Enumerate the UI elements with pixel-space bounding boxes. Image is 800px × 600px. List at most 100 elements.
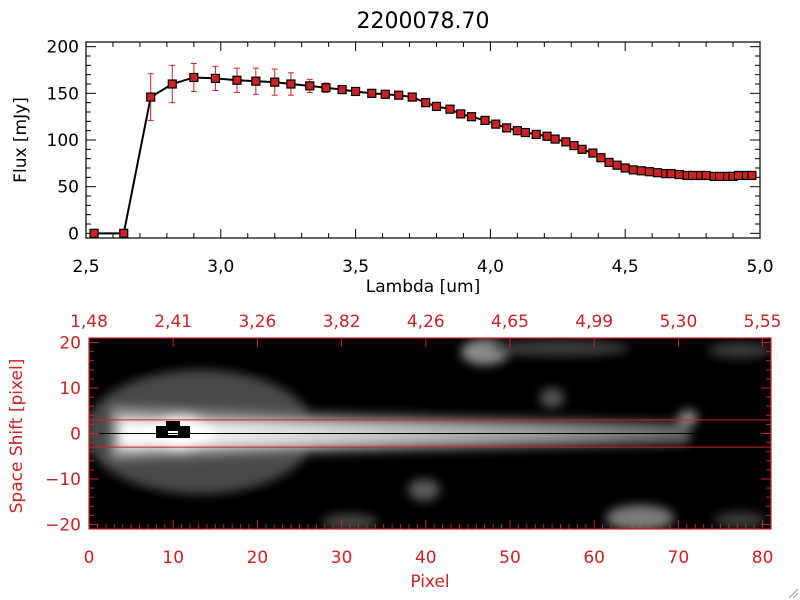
image-y-tick-label: −10 — [45, 470, 81, 490]
spectrum-x-tick-label: 2,5 — [72, 257, 99, 277]
image-x-tick-label: 70 — [668, 548, 690, 568]
spectrum-data-point — [636, 166, 646, 176]
spectrum-data-point — [421, 98, 431, 108]
spectrum-data-point — [628, 165, 638, 175]
image-top-tick-label: 5,30 — [659, 312, 697, 332]
spectrum-data-point — [620, 163, 630, 173]
spectrum-data-point — [480, 115, 490, 126]
image-top-tick-label: 5,55 — [744, 312, 782, 332]
blob-upper-right — [708, 342, 771, 358]
image-top-wavelength-ticks: 1,48 2,41 3,26 3,82 4,26 4,65 4,99 5,30 5,55 — [70, 312, 782, 347]
spectrum-data-point — [380, 89, 390, 99]
spectrum-data-point — [431, 101, 442, 112]
spectrum-data-point — [666, 169, 676, 179]
spectrum-y-axis-label: Flux [mJy] — [11, 97, 31, 183]
spectrum-data-point — [687, 170, 698, 181]
trace-end-knot — [678, 410, 698, 426]
image-x-tick-label: 50 — [499, 548, 521, 568]
spectrum-data-point — [167, 79, 177, 89]
image-top-tick-label: 1,48 — [70, 312, 108, 332]
spectrum-data-point — [701, 170, 711, 181]
blob-upper-tail — [490, 340, 630, 356]
image-panel: 0 10 20 30 40 50 60 70 80 −20 −10 0 10 20 1,48 2,41 3,… — [7, 312, 782, 592]
spectrum-data-point — [286, 79, 296, 89]
spectrum-data-point — [394, 90, 404, 100]
spectrum-x-axis-label: Lambda [um] — [366, 277, 480, 297]
spectrum-x-tick-label: 5,0 — [746, 257, 773, 277]
image-x-axis-label: Pixel — [410, 572, 449, 592]
image-x-tick-label: 20 — [247, 548, 269, 568]
spectrum-data-point — [596, 153, 606, 163]
spectrum-data-point — [588, 148, 598, 158]
image-x-tick-label: 80 — [752, 548, 774, 568]
spectrum-data-point — [189, 72, 199, 83]
spectrum-data-point — [337, 84, 347, 95]
blob-mid — [540, 388, 564, 408]
spectrum-y-ticks: 0 50 100 150 200 — [47, 38, 760, 244]
image-y-tick-label: 0 — [70, 425, 81, 445]
spectrum-data-point — [466, 112, 477, 122]
spectrum-data-point — [604, 157, 614, 167]
image-blobs — [322, 339, 771, 529]
spectrum-data-point — [612, 160, 622, 170]
spectrum-data-point — [456, 109, 466, 119]
spectrum-data-point — [674, 169, 684, 180]
image-top-tick-label: 4,26 — [407, 312, 445, 332]
image-top-tick-label: 2,41 — [154, 312, 192, 332]
spectrum-x-tick-label: 3,5 — [342, 257, 369, 277]
spectrum-data-point — [305, 81, 315, 91]
spectrum-data-point — [550, 134, 560, 144]
spectrum-data-point — [407, 92, 417, 102]
spectrum-data-point — [569, 141, 579, 151]
spectrum-data-point — [520, 127, 531, 138]
image-top-tick-label: 4,99 — [575, 312, 613, 332]
spectral-image — [89, 338, 771, 529]
image-y-tick-label: 10 — [59, 379, 81, 399]
spectrum-data-point — [119, 228, 129, 238]
spectrum-y-tick-label: 0 — [68, 224, 79, 244]
spectrum-data-point — [733, 170, 744, 181]
spectrum-data-point — [146, 92, 156, 102]
spectrum-data-point — [445, 104, 455, 114]
spectrum-series — [89, 62, 757, 238]
image-x-tick-label: 60 — [583, 548, 605, 568]
spectrum-panel: 2,5 3,0 3,5 4,0 4,5 5,0 0 50 100 150 200 Lambda [… — [11, 38, 774, 297]
resize-grip-icon[interactable] — [788, 588, 799, 599]
spectrum-data-point — [367, 88, 377, 98]
blob-bottom-right — [606, 505, 674, 529]
image-top-tick-label: 3,26 — [238, 312, 276, 332]
spectrum-data-point — [270, 77, 280, 87]
spectrum-x-ticks: 2,5 3,0 3,5 4,0 4,5 5,0 — [72, 42, 774, 277]
spectrum-y-tick-label: 100 — [47, 131, 79, 151]
spectrum-data-point — [531, 129, 541, 139]
spectrum-data-point — [351, 86, 361, 97]
spectrum-data-point — [89, 228, 99, 238]
spectrum-y-tick-label: 200 — [47, 38, 79, 58]
spectrum-data-point — [512, 126, 522, 136]
image-x-tick-label: 40 — [415, 548, 437, 568]
spectrum-data-point — [577, 144, 587, 154]
spectrum-data-point — [232, 75, 242, 85]
spectrum-data-point — [714, 171, 725, 181]
image-y-ticks: −20 −10 0 10 20 — [45, 334, 771, 535]
image-top-tick-label: 4,65 — [491, 312, 529, 332]
image-top-tick-label: 3,82 — [323, 312, 361, 332]
image-x-ticks: 0 10 20 30 40 50 60 70 80 — [84, 520, 774, 568]
blob-low-mid — [408, 479, 440, 501]
image-x-tick-label: 30 — [331, 548, 353, 568]
spectrum-data-point — [491, 119, 501, 129]
spectrum-data-point — [561, 137, 571, 147]
spectrum-x-tick-label: 4,5 — [612, 257, 639, 277]
image-y-axis-label: Space Shift [pixel] — [7, 359, 27, 514]
spectrum-y-tick-label: 50 — [57, 178, 79, 198]
blob-bottom-mid — [322, 514, 378, 529]
spectrum-data-point — [652, 168, 663, 178]
spectrum-plot-frame — [85, 41, 761, 239]
spectrum-y-tick-label: 150 — [47, 84, 79, 104]
image-y-tick-label: −20 — [45, 515, 81, 535]
spectrum-data-point — [501, 123, 512, 133]
image-y-tick-label: 20 — [59, 334, 81, 354]
image-x-tick-label: 0 — [84, 548, 95, 568]
spectrum-x-tick-label: 3,0 — [207, 257, 234, 277]
